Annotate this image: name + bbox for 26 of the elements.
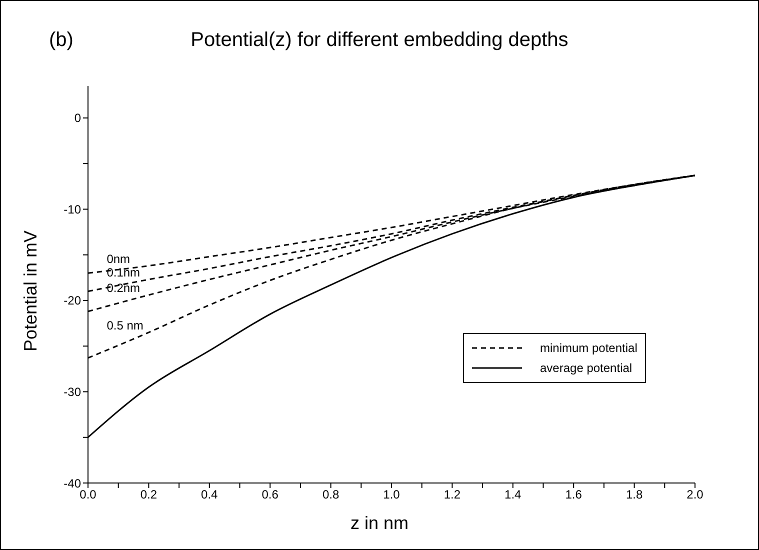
series-label: 0.5 nm	[106, 318, 144, 332]
series-label: 0nm	[106, 252, 130, 266]
x-tick-label: 1.0	[383, 488, 400, 502]
x-tick-label: 0.0	[80, 488, 97, 502]
x-tick-label: 0.4	[201, 488, 218, 502]
x-tick-label: 1.8	[626, 488, 643, 502]
x-tick-label: 0.6	[262, 488, 279, 502]
x-tick-label: 1.4	[504, 488, 522, 502]
x-tick-label: 1.6	[565, 488, 582, 502]
x-tick-label: 1.2	[444, 488, 461, 502]
y-tick-label: -40	[64, 476, 82, 490]
y-tick-label: -20	[64, 294, 82, 308]
x-tick-label: 0.8	[322, 488, 340, 502]
annotation: minimum potential	[539, 340, 638, 357]
x-tick-label: 2.0	[686, 488, 704, 502]
y-tick-label: -10	[64, 202, 82, 216]
text: (b)	[49, 29, 74, 52]
chart-title: Potential(z) for different embedding depths	[190, 29, 568, 51]
y-tick-label: -30	[64, 384, 82, 399]
x-axis-title: z in nm	[349, 513, 410, 534]
y-axis-title: Potential in mV	[20, 230, 42, 352]
legend-label: average potential	[539, 360, 634, 377]
x-tick-label: 0.2	[140, 488, 158, 502]
series-label: 0.2nm	[106, 280, 140, 295]
y-tick-label: 0	[74, 111, 82, 126]
series-label: 0.1nm	[106, 265, 140, 280]
